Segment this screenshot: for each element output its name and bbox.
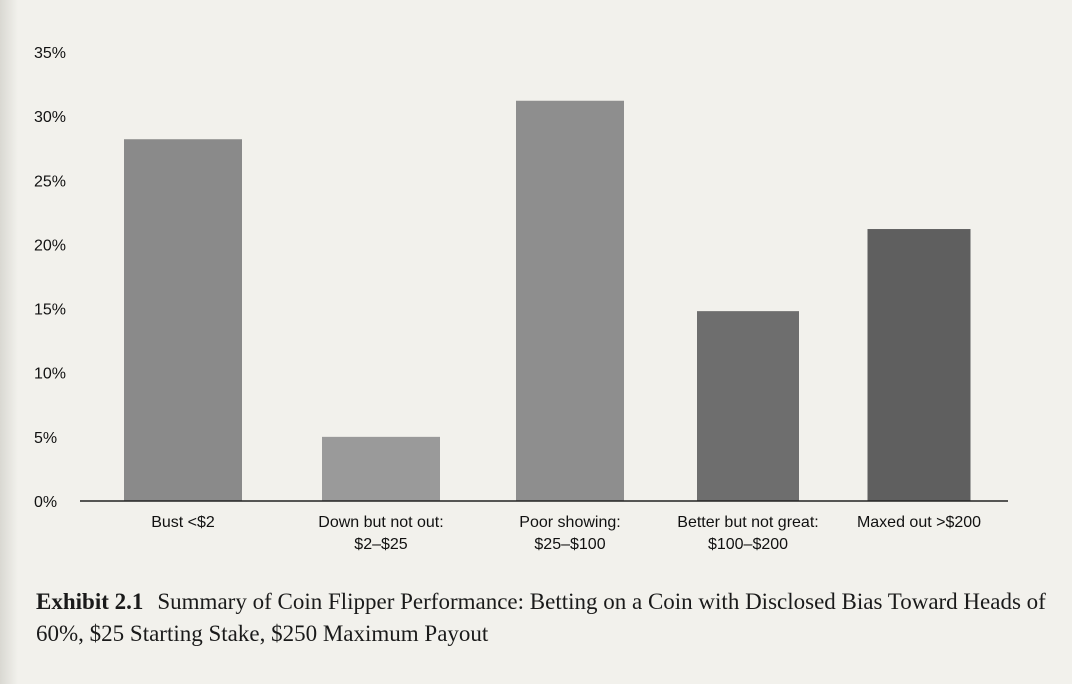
x-tick-label: $25–$100 xyxy=(534,536,605,553)
x-tick-label: Poor showing: xyxy=(519,514,620,531)
y-tick-label: 30% xyxy=(34,109,66,126)
caption-label: Exhibit 2.1 xyxy=(36,589,144,614)
y-tick-label: 15% xyxy=(34,302,66,319)
category-labels: Bust <$2 Down but not out: $2–$25 Poor show… xyxy=(151,514,981,553)
y-tick-label: 10% xyxy=(34,366,66,383)
bar xyxy=(322,436,440,501)
bar xyxy=(867,229,971,501)
y-tick-label: 5% xyxy=(34,430,57,447)
x-tick-label: $100–$200 xyxy=(708,536,788,553)
bars xyxy=(124,100,971,502)
y-tick-label: 25% xyxy=(34,173,66,190)
caption-text: Summary of Coin Flipper Performance: Bet… xyxy=(36,589,1046,646)
x-tick-label: Bust <$2 xyxy=(151,514,215,531)
y-axis-ticks: 0% 5% 10% 15% 20% 25% 30% 35% xyxy=(34,45,66,511)
y-tick-label: 0% xyxy=(34,494,57,511)
x-tick-label: $2–$25 xyxy=(354,536,407,553)
figure-caption: Exhibit 2.1 Summary of Coin Flipper Perfo… xyxy=(36,586,1046,650)
x-tick-label: Better but not great: xyxy=(677,514,818,531)
bar-chart: 0% 5% 10% 15% 20% 25% 30% 35% Bust <$2 Down but … xyxy=(34,45,1008,553)
x-tick-label: Maxed out >$200 xyxy=(857,514,981,531)
y-tick-label: 20% xyxy=(34,237,66,254)
y-tick-label: 35% xyxy=(34,45,66,62)
x-tick-label: Down but not out: xyxy=(318,514,443,531)
page-gutter-shadow xyxy=(0,0,18,684)
bar xyxy=(516,100,624,502)
bar xyxy=(697,311,799,501)
bar xyxy=(124,139,242,501)
